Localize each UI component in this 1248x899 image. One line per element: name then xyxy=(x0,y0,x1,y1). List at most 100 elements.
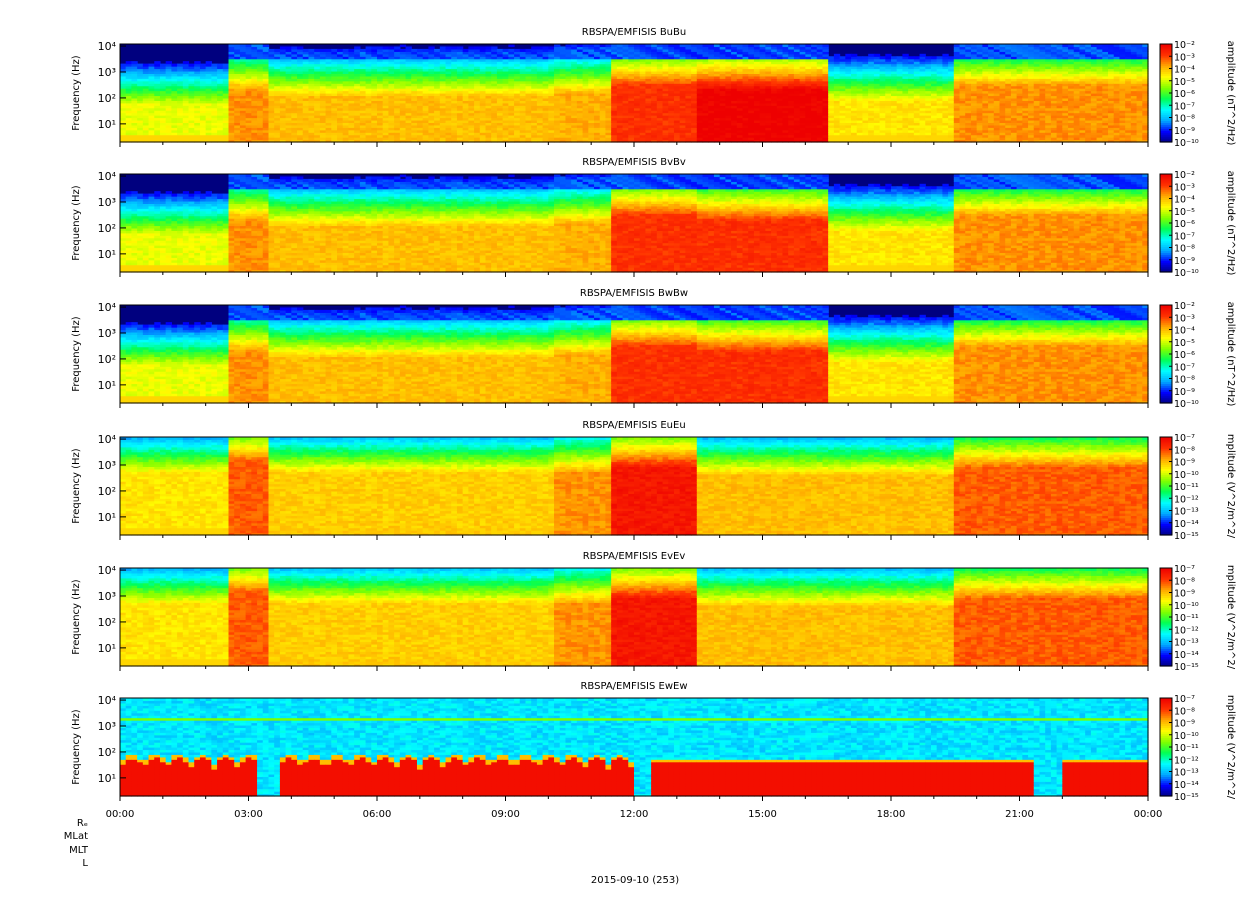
y-tick-label: 10³ xyxy=(98,590,116,603)
colorbar-tick-label: 10⁻⁵ xyxy=(1174,338,1195,349)
y-tick-label: 10³ xyxy=(98,459,116,472)
colorbar-tick-label: 10⁻⁹ xyxy=(1174,458,1195,469)
x-tick-label: 09:00 xyxy=(491,809,520,820)
x-tick-label: 00:00 xyxy=(1134,809,1163,820)
colorbar-tick-label: 10⁻¹¹ xyxy=(1174,743,1199,754)
y-tick-label: 10⁴ xyxy=(98,170,117,183)
y-axis-label: Frequency (Hz) xyxy=(71,316,82,392)
y-tick-label: 10⁴ xyxy=(98,433,117,446)
spectrogram-panel-1: RBSPA/EMFISIS BuBu 10¹ 10² 10³ 10⁴ Frequency … xyxy=(71,27,1236,149)
colorbar-tick-label: 10⁻¹⁵ xyxy=(1174,662,1199,673)
colorbar-label: mplitude (V^2/m^2/ xyxy=(1225,565,1236,670)
y-tick-label: 10² xyxy=(98,746,116,759)
colorbar-tick-label: 10⁻⁹ xyxy=(1174,719,1195,730)
colorbar-tick-label: 10⁻⁶ xyxy=(1174,350,1195,361)
y-tick-label: 10² xyxy=(98,353,116,366)
y-tick-label: 10⁴ xyxy=(98,301,117,314)
colorbar-tick-label: 10⁻⁸ xyxy=(1174,114,1195,125)
colorbar-tick-label: 10⁻⁸ xyxy=(1174,244,1195,255)
spectrogram-panel-2: RBSPA/EMFISIS BvBv10¹10²10³10⁴Frequency … xyxy=(71,157,1236,279)
colorbar-tick-label: 10⁻⁷ xyxy=(1174,694,1195,705)
y-tick-label: 10³ xyxy=(98,196,116,209)
colorbar-tick-label: 10⁻³ xyxy=(1174,182,1195,193)
colorbar-tick-label: 10⁻¹⁵ xyxy=(1174,792,1199,803)
x-tick-label: 00:00 xyxy=(106,809,135,820)
colorbar-tick-label: 10⁻¹⁵ xyxy=(1174,531,1199,542)
colorbar-tick-label: 10⁻¹⁰ xyxy=(1174,268,1199,279)
colorbar-label: mplitude (V^2/m^2/ xyxy=(1225,695,1236,800)
panel-title: RBSPA/EMFISIS BvBv xyxy=(582,157,686,168)
colorbar-tick-label: 10⁻³ xyxy=(1174,52,1195,63)
spectrogram-panel-5: RBSPA/EMFISIS EvEv10¹10²10³10⁴Frequency … xyxy=(71,551,1236,673)
x-tick-label: 06:00 xyxy=(363,809,392,820)
colorbar: 10⁻⁷10⁻⁸10⁻⁹10⁻¹⁰10⁻¹¹10⁻¹²10⁻¹³10⁻¹⁴10⁻… xyxy=(1160,564,1236,673)
colorbar-tick-label: 10⁻¹⁰ xyxy=(1174,601,1199,612)
colorbar-tick-label: 10⁻⁷ xyxy=(1174,231,1195,242)
colorbar-tick-label: 10⁻⁸ xyxy=(1174,706,1195,717)
x-tick-label: 15:00 xyxy=(748,809,777,820)
y-tick-label: 10¹ xyxy=(98,772,116,785)
colorbar-label: amplitude (nT^2/Hz) xyxy=(1225,302,1236,407)
colorbar-tick-label: 10⁻³ xyxy=(1174,313,1195,324)
colorbar-tick-label: 10⁻⁵ xyxy=(1174,207,1195,218)
colorbar-tick-label: 10⁻⁸ xyxy=(1174,375,1195,386)
colorbar-tick-label: 10⁻¹⁰ xyxy=(1174,470,1199,481)
y-axis-label: Frequency (Hz) xyxy=(71,55,82,131)
colorbar-tick-label: 10⁻¹⁰ xyxy=(1174,731,1199,742)
colorbar-tick-label: 10⁻¹¹ xyxy=(1174,613,1199,624)
colorbar-tick-label: 10⁻⁴ xyxy=(1174,65,1195,76)
y-tick-label: 10³ xyxy=(98,327,116,340)
spectrogram-cells xyxy=(120,437,1149,536)
spectrogram-panel-3: RBSPA/EMFISIS BwBw10¹10²10³10⁴Frequency … xyxy=(71,288,1236,410)
y-tick-label: 10¹ xyxy=(98,642,116,655)
colorbar-tick-label: 10⁻⁷ xyxy=(1174,101,1195,112)
colorbar-tick-label: 10⁻² xyxy=(1174,170,1195,181)
colorbar: 10⁻²10⁻³10⁻⁴10⁻⁵10⁻⁶10⁻⁷10⁻⁸10⁻⁹10⁻¹⁰ amp… xyxy=(1160,301,1236,410)
y-tick-label: 10² xyxy=(98,92,116,105)
colorbar-label: mplitude (V^2/m^2/ xyxy=(1225,434,1236,539)
y-tick-label: 10² xyxy=(98,485,116,498)
colorbar-tick-label: 10⁻¹³ xyxy=(1174,507,1199,518)
colorbar-tick-label: 10⁻¹⁰ xyxy=(1174,399,1199,410)
panel-title: RBSPA/EMFISIS EuEu xyxy=(582,420,685,431)
y-tick-label: 10³ xyxy=(98,720,116,733)
colorbar-tick-label: 10⁻¹² xyxy=(1174,625,1199,636)
colorbar: 10⁻⁷10⁻⁸10⁻⁹10⁻¹⁰10⁻¹¹10⁻¹²10⁻¹³10⁻¹⁴10⁻… xyxy=(1160,694,1236,803)
spectrogram-cells xyxy=(120,174,1149,273)
colorbar-tick-label: 10⁻¹¹ xyxy=(1174,482,1199,493)
y-tick-label: 10¹ xyxy=(98,118,116,131)
colorbar-tick-label: 10⁻⁹ xyxy=(1174,256,1195,267)
colorbar-tick-label: 10⁻⁷ xyxy=(1174,433,1195,444)
y-tick-label: 10² xyxy=(98,222,116,235)
colorbar: 10⁻²10⁻³10⁻⁴10⁻⁵10⁻⁶10⁻⁷10⁻⁸10⁻⁹10⁻¹⁰ amp… xyxy=(1160,40,1236,149)
y-tick-label: 10³ xyxy=(98,66,116,79)
colorbar: 10⁻²10⁻³10⁻⁴10⁻⁵10⁻⁶10⁻⁷10⁻⁸10⁻⁹10⁻¹⁰ amp… xyxy=(1160,170,1236,279)
colorbar-label: amplitude (nT^2/Hz) xyxy=(1225,171,1236,276)
colorbar-tick-label: 10⁻¹² xyxy=(1174,494,1199,505)
panel-title: RBSPA/EMFISIS BuBu xyxy=(582,27,686,38)
colorbar-tick-label: 10⁻¹⁴ xyxy=(1174,650,1199,661)
colorbar-tick-label: 10⁻⁹ xyxy=(1174,126,1195,137)
colorbar-tick-label: 10⁻¹² xyxy=(1174,755,1199,766)
colorbar-tick-label: 10⁻² xyxy=(1174,40,1195,51)
y-tick-label: 10⁴ xyxy=(98,40,117,53)
spectrogram-cells xyxy=(120,698,1149,797)
y-tick-label: 10⁴ xyxy=(98,694,117,707)
y-axis-label: Frequency (Hz) xyxy=(71,185,82,261)
x-tick-label: 18:00 xyxy=(877,809,906,820)
colorbar-tick-label: 10⁻⁷ xyxy=(1174,564,1195,575)
colorbar-tick-label: 10⁻⁶ xyxy=(1174,219,1195,230)
spectrogram-cells xyxy=(120,568,1149,667)
colorbar-tick-label: 10⁻⁷ xyxy=(1174,362,1195,373)
panel-title: RBSPA/EMFISIS EwEw xyxy=(580,681,687,692)
x-tick-label: 03:00 xyxy=(234,809,263,820)
spectrogram-cells xyxy=(120,305,1149,404)
y-axis-label: Frequency (Hz) xyxy=(71,579,82,655)
spectrogram-panel-4: RBSPA/EMFISIS EuEu10¹10²10³10⁴Frequency … xyxy=(71,420,1236,542)
colorbar-tick-label: 10⁻⁹ xyxy=(1174,589,1195,600)
colorbar-tick-label: 10⁻¹⁴ xyxy=(1174,519,1199,530)
colorbar-tick-label: 10⁻¹³ xyxy=(1174,768,1199,779)
panel-title: RBSPA/EMFISIS BwBw xyxy=(580,288,688,299)
colorbar-tick-label: 10⁻⁴ xyxy=(1174,326,1195,337)
